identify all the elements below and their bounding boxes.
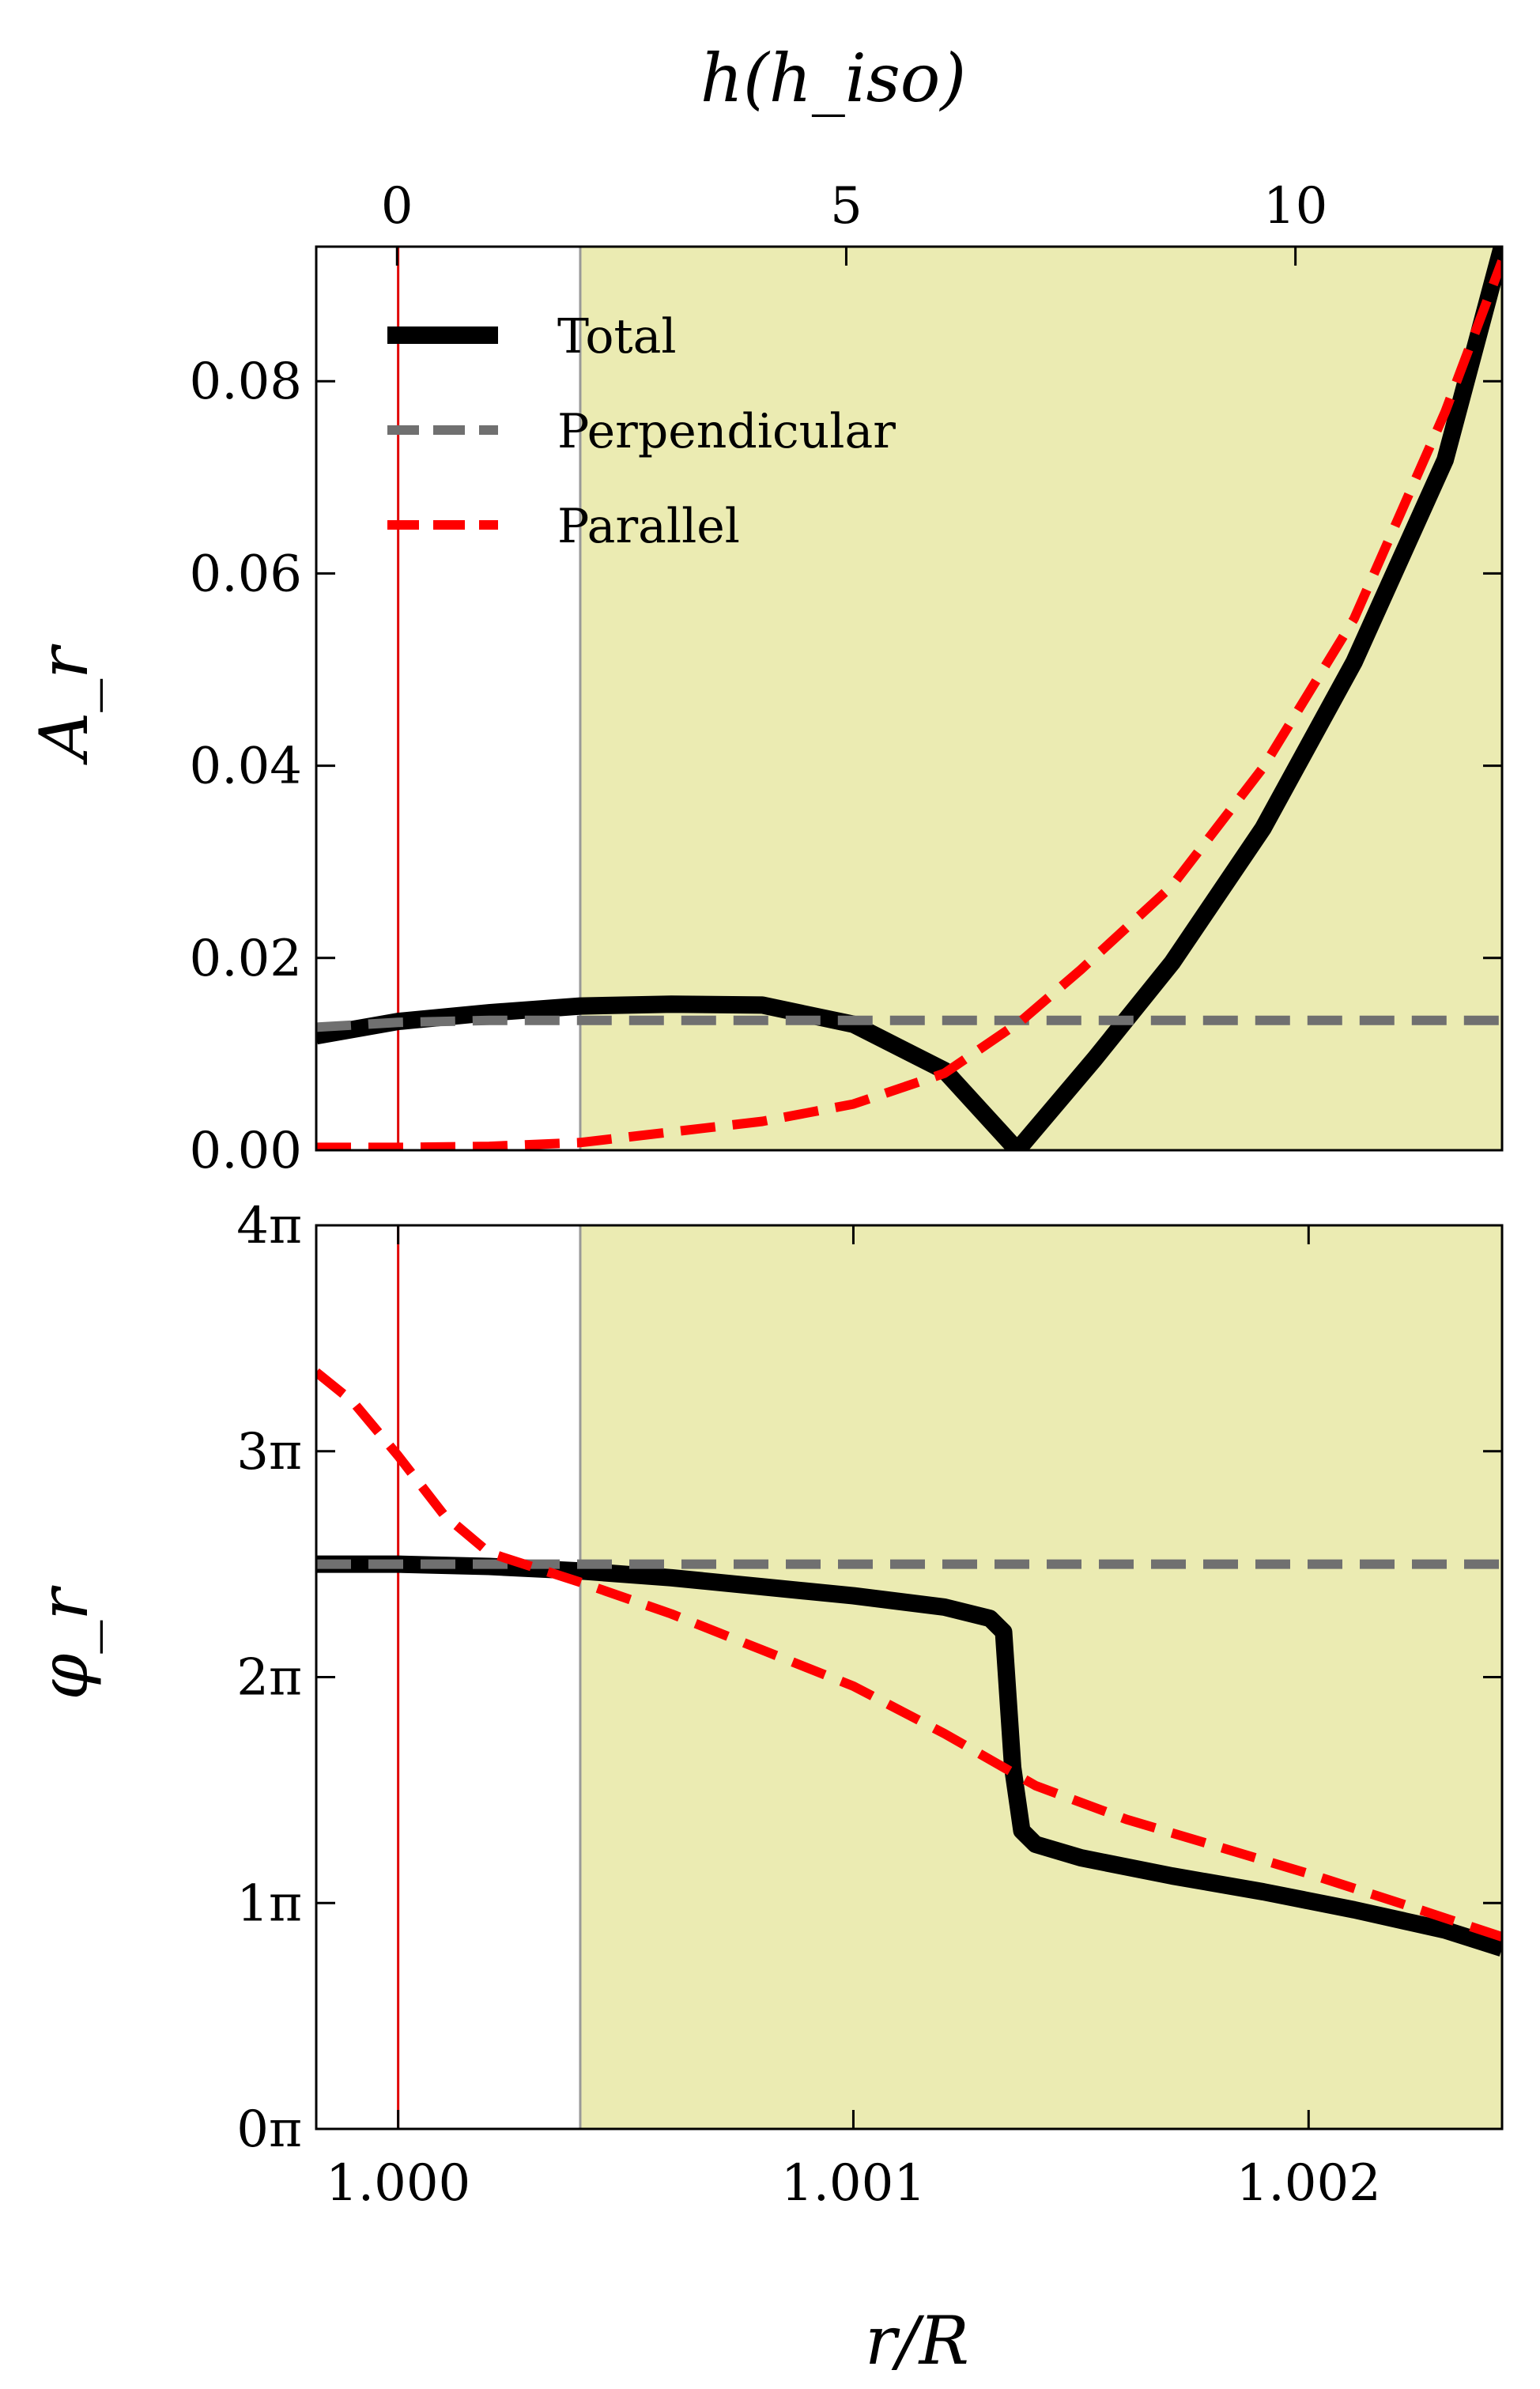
panel-bottom: 0π 1π 2π 3π 4π 1.000 1.001 1.002	[236, 1197, 1504, 2213]
y-tick-label: 0.02	[190, 930, 303, 988]
y-tick-label: 4π	[236, 1197, 302, 1255]
top-ylabel: A_r	[25, 643, 103, 766]
bottom-ylabel: φ_r	[25, 1585, 103, 1700]
x-tick-label: 1.001	[781, 2154, 926, 2213]
y-tick-label: 0.08	[190, 353, 303, 411]
shaded-region	[579, 1225, 1502, 2129]
series-line-total	[316, 1555, 1502, 1957]
y-tick-label: 2π	[236, 1649, 302, 1708]
shaded-region	[579, 247, 1502, 1150]
y-tick-label: 1π	[236, 1874, 302, 1933]
y-tick-label: 0.06	[190, 545, 303, 603]
x-tick-label: 1.002	[1236, 2154, 1381, 2213]
y-tick-label: 0.04	[190, 738, 303, 796]
top-axis-tick-label: 10	[1263, 177, 1327, 236]
legend: Total Perpendicular Parallel	[387, 309, 896, 554]
legend-label-total: Total	[557, 309, 677, 364]
legend-label-parallel: Parallel	[557, 499, 740, 554]
top-axis-tick-label: 0	[381, 177, 413, 236]
y-tick-label: 0.00	[190, 1122, 303, 1180]
bottom-xlabel: r/R	[865, 2302, 969, 2380]
legend-label-perpendicular: Perpendicular	[557, 404, 896, 459]
series-line-parallel	[316, 1368, 1502, 1942]
y-tick-label: 0π	[236, 2100, 302, 2159]
x-tick-label: 1.000	[326, 2154, 470, 2213]
top-axis-label: h(h_iso)	[700, 40, 966, 117]
panel-top: 0.00 0.02 0.04 0.06 0.08 0 5 10	[190, 177, 1504, 1180]
series-line-perpendicular	[316, 1015, 1502, 1032]
series-line-parallel	[316, 259, 1502, 1150]
y-tick-label: 3π	[236, 1423, 302, 1481]
top-axis-tick-label: 5	[830, 177, 862, 236]
plot-frame	[315, 245, 1504, 1152]
